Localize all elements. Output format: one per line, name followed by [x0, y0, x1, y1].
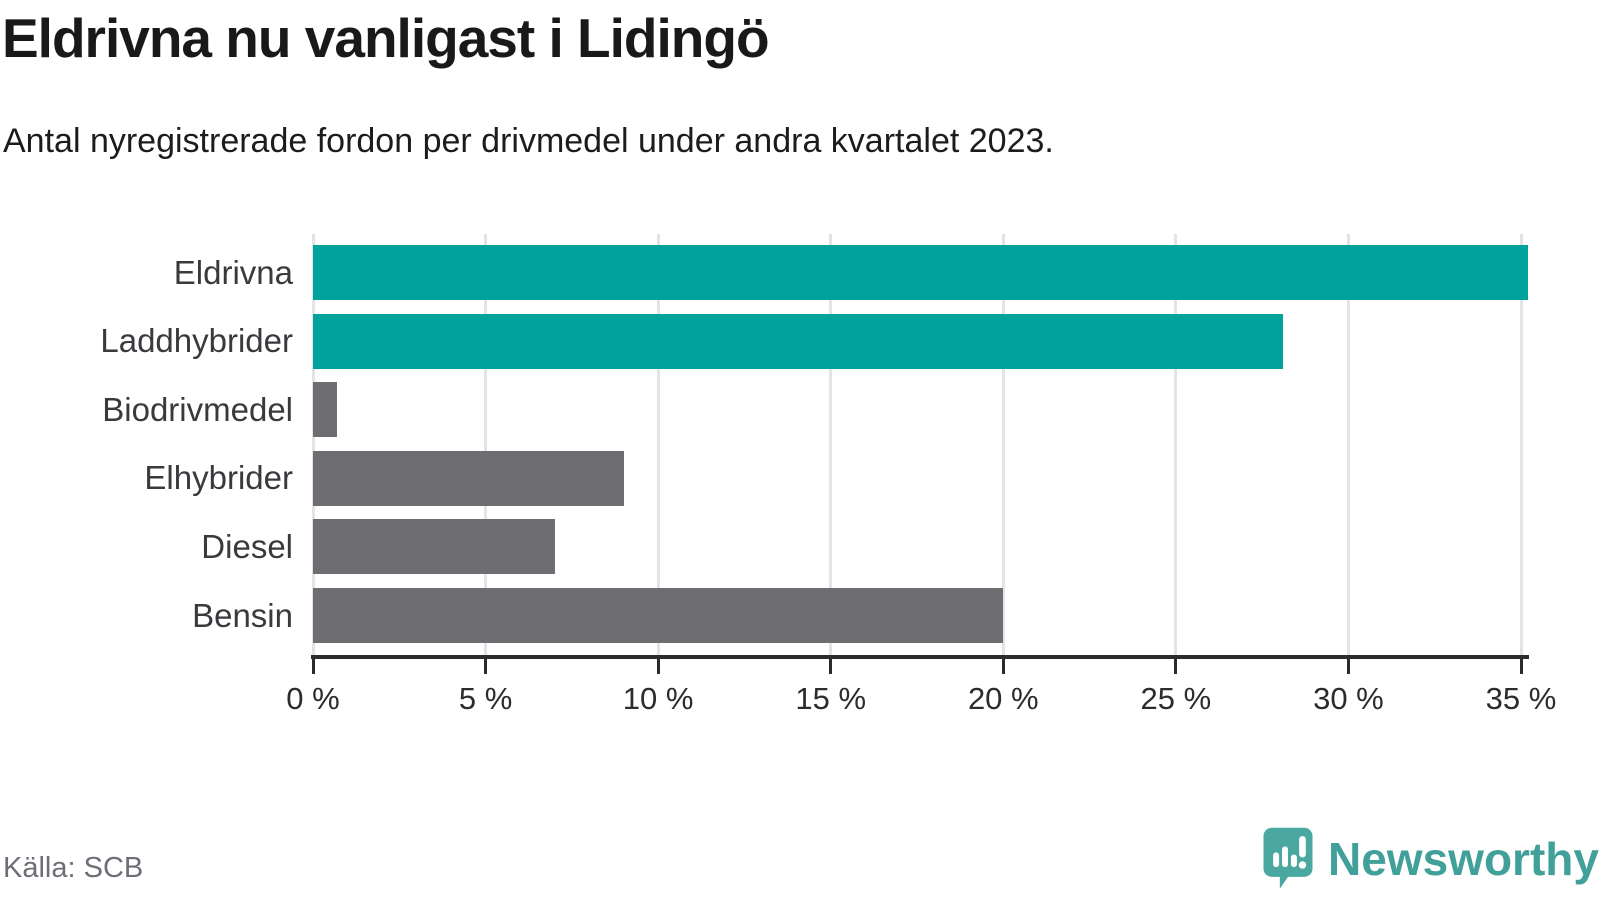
x-axis-tick-20: [1001, 659, 1005, 674]
bar-diesel: [313, 519, 555, 575]
x-axis-tick-5: [484, 659, 488, 674]
bar-laddhybrider: [313, 313, 1283, 369]
gridline-5: [484, 234, 488, 655]
bar-elhybrider: [313, 450, 624, 506]
bar-biodrivmedel: [313, 382, 338, 438]
x-tick-label-20: 20 %: [967, 681, 1039, 716]
chart-subtitle: Antal nyregistrerade fordon per drivmede…: [3, 122, 1054, 160]
x-tick-label-0: 0 %: [286, 681, 340, 716]
x-axis-tick-30: [1346, 659, 1350, 674]
x-axis-tick-10: [656, 659, 660, 674]
gridline-10: [656, 234, 660, 655]
x-axis-tick-35: [1519, 659, 1523, 674]
chart-title: Eldrivna nu vanligast i Lidingö: [2, 7, 770, 69]
x-tick-label-35: 35 %: [1485, 681, 1557, 716]
category-label-diesel: Diesel: [201, 527, 293, 565]
gridline-15: [829, 234, 833, 655]
gridline-0: [311, 234, 315, 655]
newsworthy-bubble-icon: [1263, 827, 1313, 889]
x-tick-label-5: 5 %: [458, 681, 513, 716]
gridline-30: [1346, 234, 1350, 655]
gridline-35: [1519, 234, 1523, 655]
x-tick-label-10: 10 %: [622, 681, 694, 716]
brand-name: Newsworthy: [1328, 833, 1599, 885]
source-note: Källa: SCB: [3, 852, 144, 884]
bar-eldrivna: [313, 245, 1528, 300]
x-axis-tick-25: [1174, 659, 1178, 674]
x-tick-label-15: 15 %: [795, 681, 867, 716]
gridline-20: [1001, 234, 1005, 655]
bar-bensin: [313, 588, 1004, 643]
brand-logo: Newsworthy: [1262, 826, 1599, 892]
x-tick-label-30: 30 %: [1313, 681, 1384, 716]
x-axis-tick-15: [829, 659, 833, 674]
x-axis-tick-0: [311, 659, 315, 674]
x-axis-line: [311, 655, 1529, 659]
x-tick-label-25: 25 %: [1140, 681, 1212, 716]
category-label-biodrivmedel: Biodrivmedel: [102, 390, 293, 428]
category-label-eldrivna: Eldrivna: [173, 253, 293, 291]
category-label-laddhybrider: Laddhybrider: [100, 322, 293, 360]
gridline-25: [1174, 234, 1178, 655]
category-label-bensin: Bensin: [192, 596, 293, 634]
category-label-elhybrider: Elhybrider: [144, 459, 293, 497]
